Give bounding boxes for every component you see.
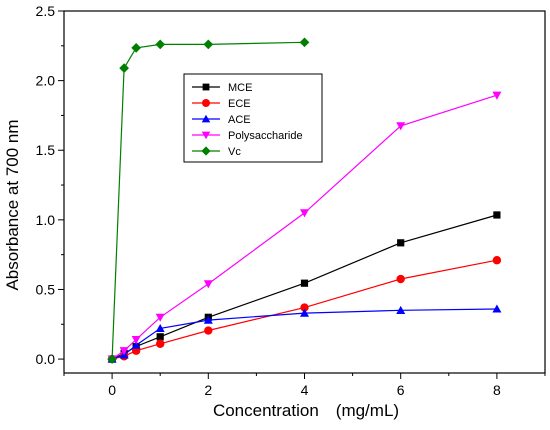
- triangle-up-marker: [201, 114, 211, 123]
- y-tick-label: 1.0: [36, 212, 56, 228]
- triangle-up-marker: [155, 323, 165, 333]
- y-tick-label: 0.0: [36, 351, 56, 367]
- legend-label: Polysaccharide: [228, 130, 303, 142]
- x-tick-label: 4: [301, 382, 309, 398]
- square-marker: [493, 211, 501, 219]
- triangle-up-marker: [396, 305, 406, 314]
- circle-marker: [156, 339, 165, 348]
- legend-label: MCE: [228, 82, 252, 94]
- triangle-down-marker: [119, 347, 129, 356]
- x-axis-title: Concentration (mg/mL): [213, 401, 399, 420]
- series-line-ace: [111, 308, 497, 360]
- triangle-down-marker: [396, 122, 406, 131]
- legend-label: ACE: [228, 114, 251, 126]
- plot-frame: [63, 10, 546, 374]
- diamond-marker: [107, 354, 117, 364]
- circle-marker: [300, 303, 309, 312]
- triangle-down-marker: [201, 131, 211, 140]
- x-tick-label: 0: [108, 382, 116, 398]
- diamond-marker: [119, 63, 129, 73]
- y-tick-label: 1.5: [36, 142, 56, 158]
- y-axis-title: Absorbance at 700 nm: [3, 119, 22, 290]
- circle-marker: [202, 99, 210, 107]
- triangle-down-marker: [131, 335, 141, 345]
- axes: 0 2 4 6 8 0.0 0.5 1.0 1.5 2.0 2.5: [36, 3, 546, 398]
- series-line-vc: [111, 41, 305, 360]
- triangle-up-marker: [131, 340, 141, 349]
- circle-marker: [492, 256, 502, 265]
- triangle-down-marker: [203, 280, 213, 289]
- legend-label: ECE: [228, 98, 251, 110]
- y-tick-label: 2.5: [36, 3, 56, 19]
- diamond-marker: [299, 37, 310, 48]
- series-line-mce: [111, 214, 498, 360]
- series-mce: [108, 211, 501, 363]
- x-tick-label: 2: [204, 382, 212, 398]
- square-marker: [300, 279, 309, 287]
- square-marker: [397, 239, 405, 247]
- diamond-marker: [201, 146, 211, 156]
- triangle-up-marker: [203, 315, 213, 324]
- y-tick-label: 2.0: [36, 73, 56, 89]
- y-tick-label: 0.5: [36, 281, 56, 297]
- x-tick-label: 6: [397, 382, 405, 398]
- legend-label: Vc: [228, 146, 241, 158]
- diamond-marker: [155, 39, 166, 50]
- circle-marker: [204, 326, 213, 335]
- triangle-up-marker: [300, 308, 309, 317]
- series-group: [107, 37, 502, 364]
- series-vc: [107, 37, 310, 364]
- square-marker: [202, 83, 210, 91]
- diamond-marker: [203, 39, 214, 50]
- legend: MCE ECE ACE Polysaccharide Vc: [183, 73, 323, 163]
- triangle-up-marker: [492, 304, 502, 313]
- triangle-down-marker: [492, 91, 502, 100]
- circle-marker: [396, 274, 405, 284]
- x-tick-label: 8: [493, 382, 501, 398]
- triangle-down-marker: [300, 209, 309, 218]
- diamond-marker: [131, 43, 142, 53]
- triangle-down-marker: [155, 313, 165, 322]
- square-marker: [156, 333, 164, 341]
